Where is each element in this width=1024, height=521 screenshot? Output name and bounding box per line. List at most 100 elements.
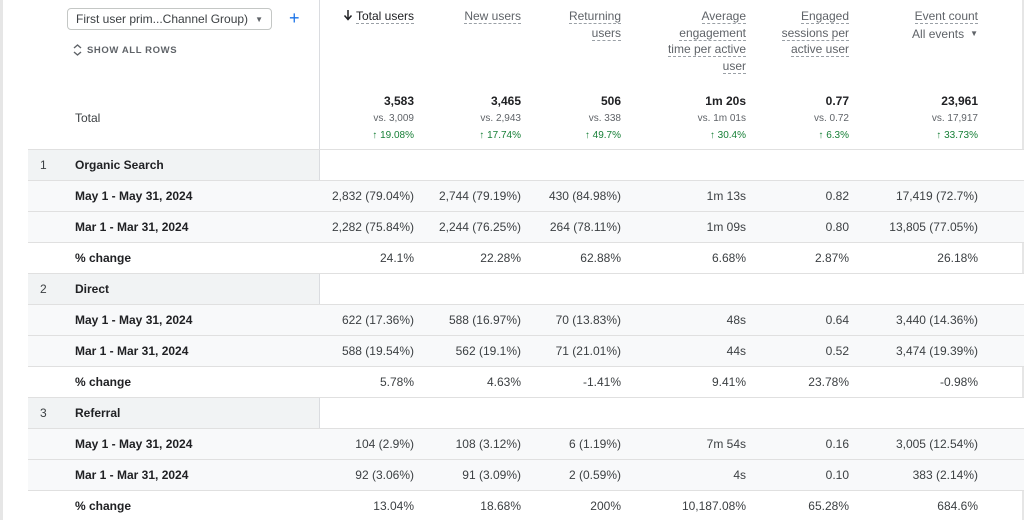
column-header-event-count[interactable]: Event count All events ▼ xyxy=(868,8,978,42)
cell-returning-users: 71 (21.01%) xyxy=(555,344,621,358)
total-cell-returning-users: 506 vs. 338 ↑ 49.7% xyxy=(521,93,621,144)
column-header-label: New users xyxy=(464,9,521,24)
cell-engaged-sessions-per-user: 0.82 xyxy=(825,189,849,203)
show-all-rows-button[interactable]: SHOW ALL ROWS xyxy=(73,44,177,56)
dimension-select[interactable]: First user prim...Channel Group) ▼ xyxy=(67,8,272,30)
total-cell-avg-engagement-time: 1m 20s vs. 1m 01s ↑ 30.4% xyxy=(631,93,746,144)
group-row-empty-cells xyxy=(319,150,1024,180)
channel-name[interactable]: Referral xyxy=(75,406,121,420)
cell-event-count: 383 (2.14%) xyxy=(912,468,978,482)
cell-total-users: 588 (19.54%) xyxy=(341,344,414,358)
total-value: 23,961 xyxy=(941,94,978,108)
group-row-organic-search[interactable]: 1 Organic Search xyxy=(28,149,1024,180)
total-value: 0.77 xyxy=(825,94,849,108)
event-filter-label: All events xyxy=(912,26,965,41)
cell-returning-users: 264 (78.11%) xyxy=(549,220,621,234)
total-comparison: vs. 1m 01s xyxy=(697,113,746,124)
arrow-up-icon: ↑ xyxy=(936,130,945,141)
row-label: May 1 - May 31, 2024 xyxy=(75,437,193,451)
row-label: % change xyxy=(75,375,132,389)
row-label: Mar 1 - Mar 31, 2024 xyxy=(75,344,189,358)
total-cell-new-users: 3,465 vs. 2,943 ↑ 17.74% xyxy=(421,93,521,144)
event-filter-select[interactable]: All events ▼ xyxy=(868,26,978,43)
column-header-label: Event count xyxy=(914,9,978,24)
date-range-row: May 1 - May 31, 2024 622 (17.36%) 588 (16.… xyxy=(28,304,1024,335)
cell-avg-engagement-time: 4s xyxy=(733,468,746,482)
group-row-direct[interactable]: 2 Direct xyxy=(28,273,1024,304)
row-label: May 1 - May 31, 2024 xyxy=(75,313,193,327)
channel-name[interactable]: Organic Search xyxy=(75,158,164,172)
arrow-up-icon: ↑ xyxy=(584,130,593,141)
left-frame-border xyxy=(0,0,3,520)
column-header-label: Average xyxy=(701,9,746,24)
total-value: 3,583 xyxy=(383,94,414,108)
column-header-total-users[interactable]: Total users xyxy=(314,8,414,25)
change-percent: 30.4% xyxy=(717,130,746,141)
total-cell-event-count: 23,961 vs. 17,917 ↑ 33.73% xyxy=(868,93,978,144)
expand-rows-icon xyxy=(73,44,82,56)
percent-change-row: % change 13.04% 18.68% 200% 10,187.08% 65.28%… xyxy=(28,490,1024,521)
cell-avg-engagement-time: 10,187.08% xyxy=(681,499,746,513)
channel-name[interactable]: Direct xyxy=(75,282,110,296)
cell-event-count: 13,805 (77.05%) xyxy=(889,220,978,234)
total-change: ↑ 30.4% xyxy=(631,127,746,144)
cell-new-users: 18.68% xyxy=(480,499,521,513)
row-label: % change xyxy=(75,499,132,513)
cell-event-count: 3,440 (14.36%) xyxy=(895,313,978,327)
sort-descending-arrow-icon xyxy=(343,10,353,21)
dropdown-caret-icon: ▼ xyxy=(970,28,978,38)
cell-event-count: 684.6% xyxy=(937,499,978,513)
change-percent: 19.08% xyxy=(380,130,414,141)
cell-returning-users: 200% xyxy=(590,499,621,513)
column-divider xyxy=(319,0,320,150)
column-header-returning-users[interactable]: Returning users xyxy=(521,8,621,41)
arrow-up-icon: ↑ xyxy=(818,130,827,141)
group-row-empty-cells xyxy=(319,274,1024,304)
total-cell-total-users: 3,583 vs. 3,009 ↑ 19.08% xyxy=(314,93,414,144)
right-frame-border xyxy=(1022,0,1024,520)
date-range-row: Mar 1 - Mar 31, 2024 588 (19.54%) 562 (19.… xyxy=(28,335,1024,366)
cell-total-users: 24.1% xyxy=(379,251,414,265)
row-label: May 1 - May 31, 2024 xyxy=(75,189,193,203)
totals-label: Total xyxy=(75,111,101,125)
column-header-new-users[interactable]: New users xyxy=(421,8,521,25)
cell-engaged-sessions-per-user: 0.10 xyxy=(825,468,849,482)
add-dimension-plus-icon[interactable]: + xyxy=(289,8,300,28)
change-percent: 33.73% xyxy=(944,130,978,141)
total-value: 1m 20s xyxy=(705,94,746,108)
column-header-label: Total users xyxy=(355,9,414,24)
total-change: ↑ 33.73% xyxy=(868,127,978,144)
column-header-label: engagement xyxy=(679,25,746,41)
cell-new-users: 562 (19.1%) xyxy=(455,344,521,358)
column-header-label: time per active xyxy=(667,42,746,57)
cell-new-users: 22.28% xyxy=(480,251,521,265)
cell-avg-engagement-time: 1m 09s xyxy=(706,220,746,234)
cell-new-users: 2,744 (79.19%) xyxy=(438,189,521,203)
cell-returning-users: 70 (13.83%) xyxy=(555,313,621,327)
cell-new-users: 108 (3.12%) xyxy=(455,437,521,451)
column-header-avg-engagement-time[interactable]: Average engagement time per active user xyxy=(631,8,746,74)
cell-engaged-sessions-per-user: 0.80 xyxy=(825,220,849,234)
change-percent: 6.3% xyxy=(826,130,849,141)
date-range-row: Mar 1 - Mar 31, 2024 92 (3.06%) 91 (3.09%)… xyxy=(28,459,1024,490)
cell-returning-users: 2 (0.59%) xyxy=(568,468,621,482)
cell-engaged-sessions-per-user: 0.64 xyxy=(825,313,849,327)
cell-avg-engagement-time: 1m 13s xyxy=(706,189,746,203)
column-header-label: Returning xyxy=(568,9,621,24)
cell-returning-users: 6 (1.19%) xyxy=(568,437,621,451)
cell-event-count: 3,005 (12.54%) xyxy=(895,437,978,451)
cell-engaged-sessions-per-user: 23.78% xyxy=(808,375,849,389)
total-comparison: vs. 338 xyxy=(588,113,621,124)
cell-event-count: 26.18% xyxy=(937,251,978,265)
total-change: ↑ 49.7% xyxy=(521,127,621,144)
group-row-referral[interactable]: 3 Referral xyxy=(28,397,1024,428)
cell-avg-engagement-time: 9.41% xyxy=(711,375,746,389)
date-range-row: May 1 - May 31, 2024 104 (2.9%) 108 (3.12%… xyxy=(28,428,1024,459)
column-header-label: Engaged xyxy=(800,9,849,24)
date-range-row: Mar 1 - Mar 31, 2024 2,282 (75.84%) 2,244 … xyxy=(28,211,1024,242)
total-comparison: vs. 3,009 xyxy=(373,113,414,124)
cell-event-count: 17,419 (72.7%) xyxy=(895,189,978,203)
cell-total-users: 2,832 (79.04%) xyxy=(331,189,414,203)
cell-avg-engagement-time: 48s xyxy=(726,313,746,327)
column-header-engaged-sessions-per-user[interactable]: Engaged sessions per active user xyxy=(749,8,849,58)
